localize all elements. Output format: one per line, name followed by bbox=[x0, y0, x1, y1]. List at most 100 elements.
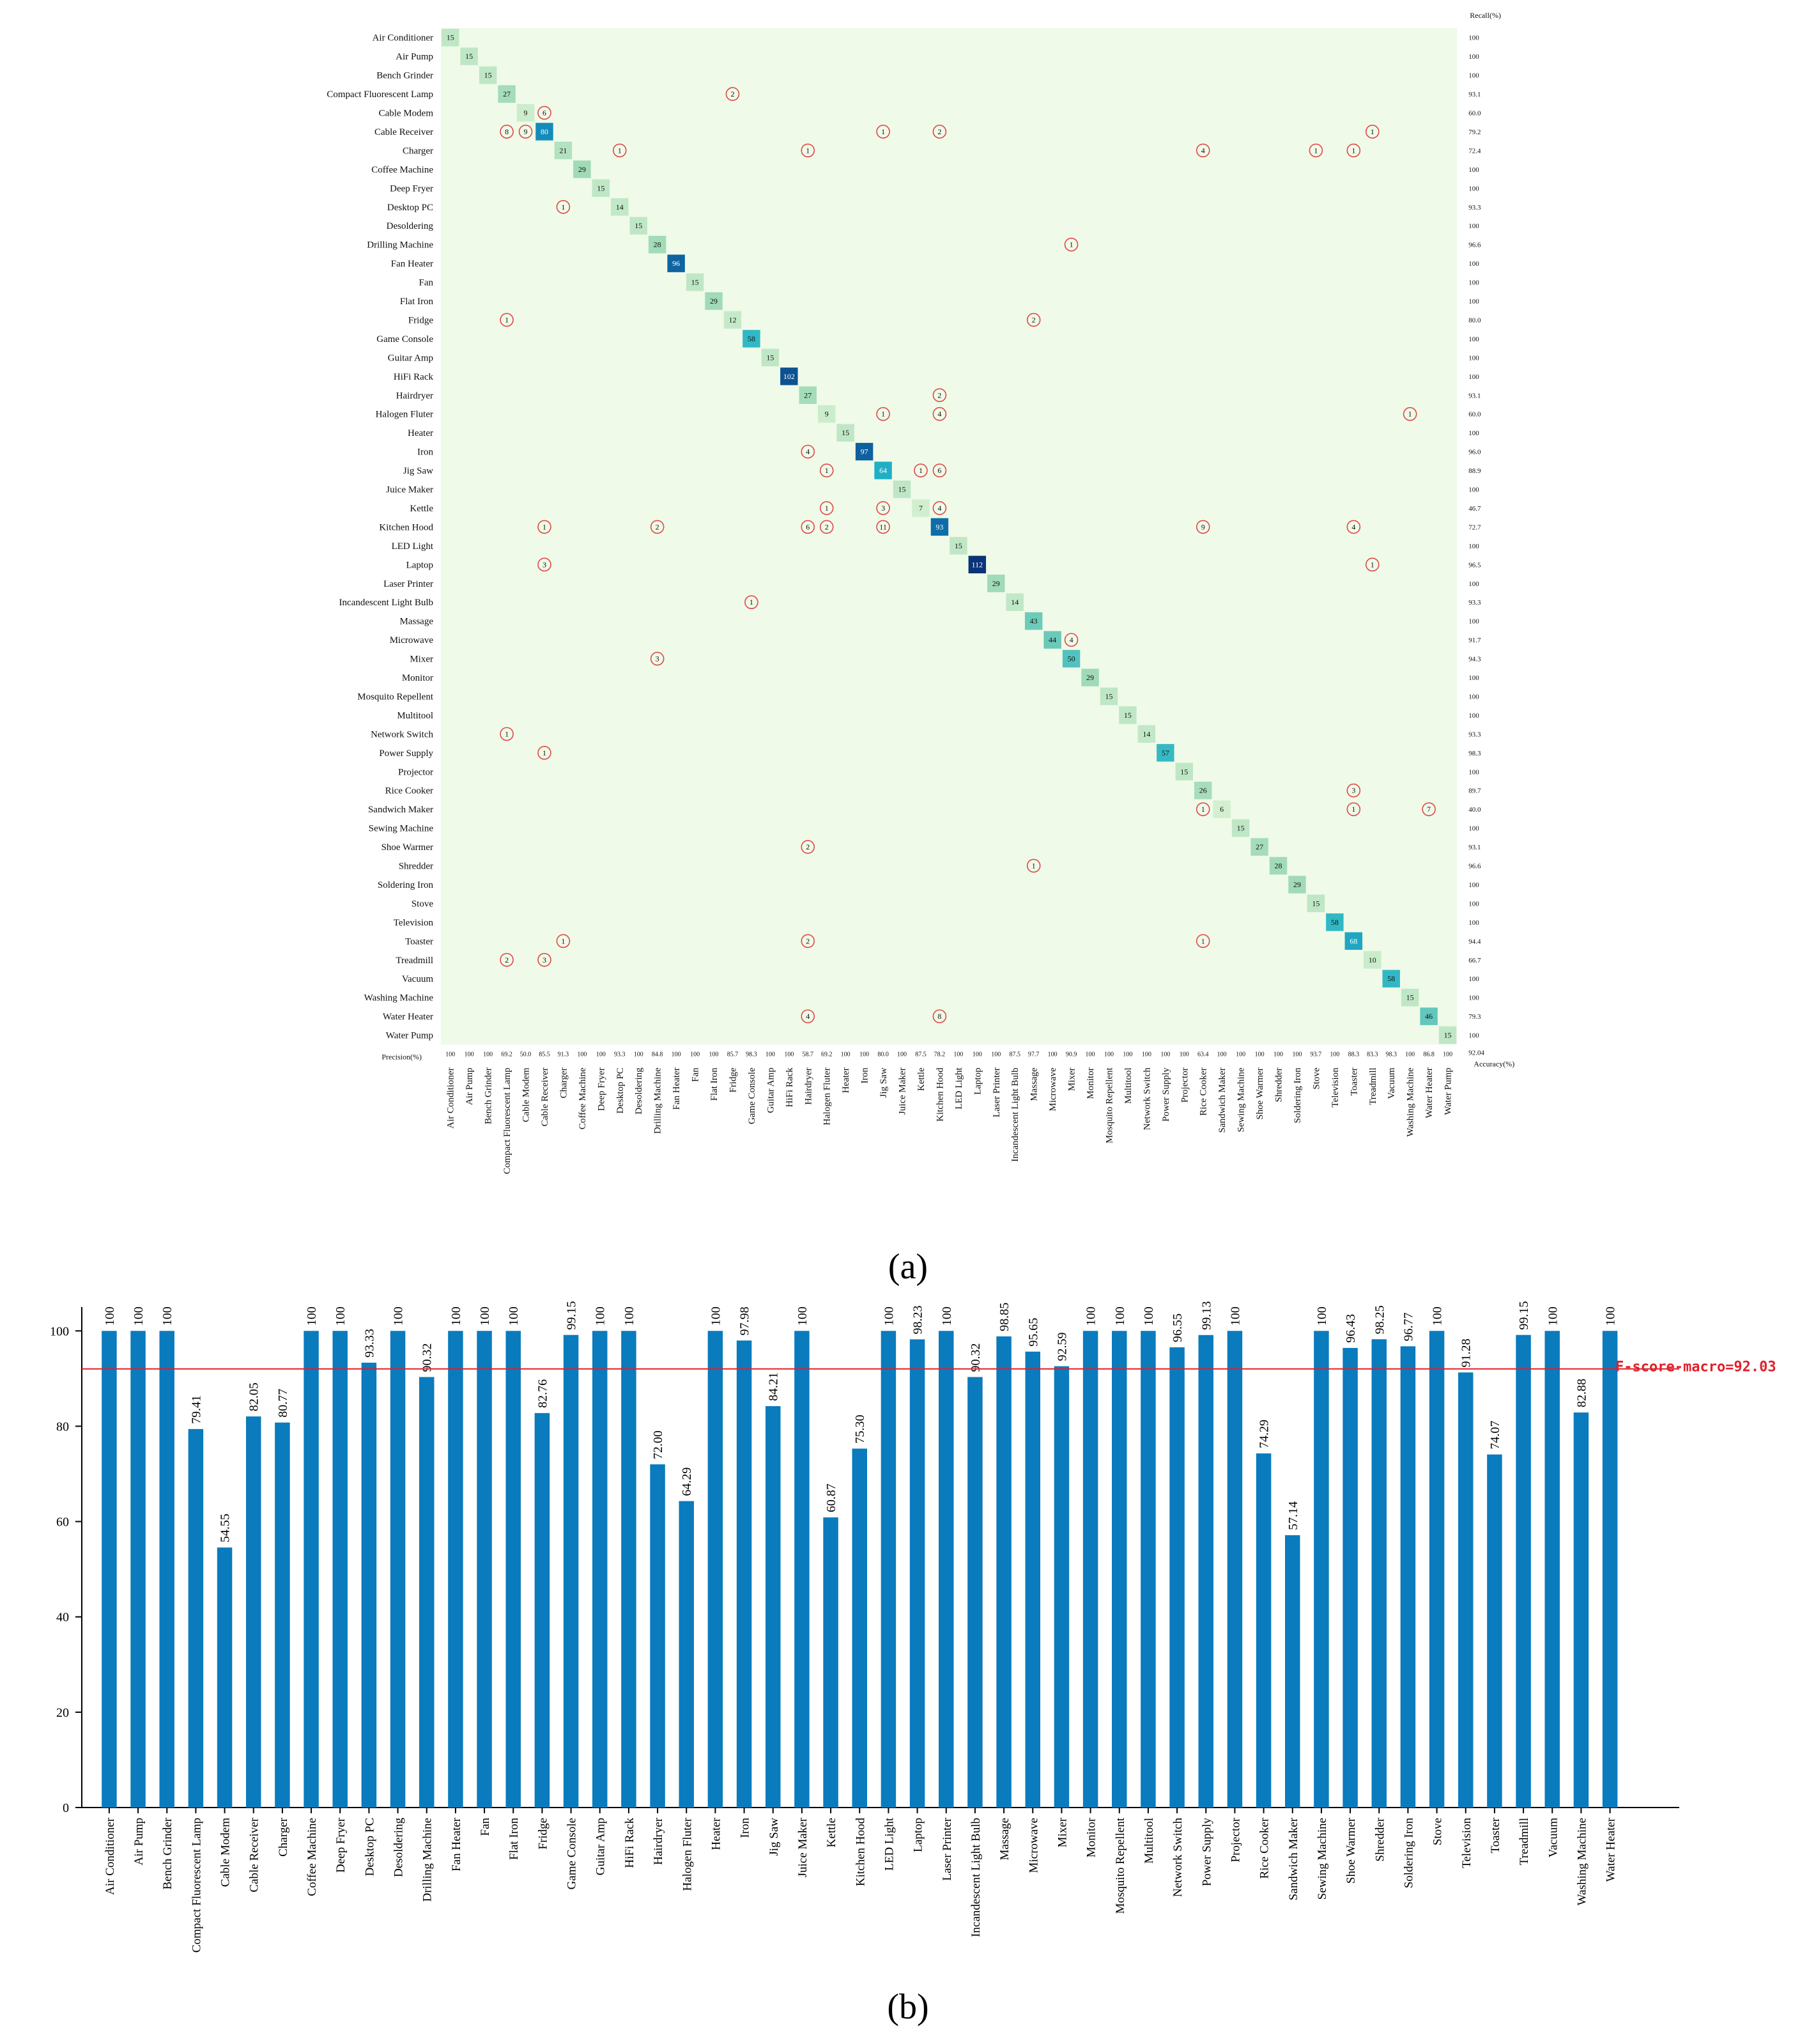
recall-value: 93.3 bbox=[1468, 204, 1481, 212]
recall-value: 94.3 bbox=[1468, 656, 1481, 663]
diagonal-cell bbox=[442, 29, 459, 47]
column-label: Multitool bbox=[1123, 1067, 1134, 1104]
diagonal-cell bbox=[705, 292, 723, 310]
misclassification-value: 3 bbox=[542, 956, 546, 964]
x-tick-label: Drilling Machine bbox=[421, 1818, 435, 1901]
row-label: Monitor bbox=[402, 673, 433, 683]
row-label: Kettle bbox=[410, 504, 433, 514]
bar bbox=[1025, 1351, 1040, 1808]
column-label: Water Pump bbox=[1443, 1067, 1454, 1115]
recall-value: 93.3 bbox=[1468, 599, 1481, 607]
precision-value: 100 bbox=[1142, 1051, 1151, 1058]
column-label: Microwave bbox=[1048, 1067, 1058, 1111]
x-tick-label: Desktop PC bbox=[363, 1818, 376, 1876]
diagonal-cell-value: 26 bbox=[1199, 786, 1207, 795]
misclassification-marker bbox=[537, 557, 551, 572]
misclassification-value: 4 bbox=[1070, 635, 1073, 644]
bar-value-label: 82.05 bbox=[247, 1382, 261, 1411]
column-label: Air Pump bbox=[465, 1067, 475, 1105]
recall-header: Recall(%) bbox=[1470, 11, 1501, 20]
precision-value: 100 bbox=[1217, 1051, 1227, 1058]
bar bbox=[794, 1331, 810, 1808]
column-label: Heater bbox=[841, 1067, 851, 1093]
x-tick-label: Power Supply bbox=[1200, 1818, 1213, 1887]
misclassification-value: 4 bbox=[937, 504, 941, 513]
bar bbox=[1082, 1331, 1098, 1808]
panel-label-b: (b) bbox=[887, 1987, 928, 2027]
precision-value: 86.8 bbox=[1423, 1051, 1435, 1058]
row-label: Washing Machine bbox=[364, 993, 434, 1003]
recall-value: 100 bbox=[1468, 674, 1479, 682]
recall-value: 100 bbox=[1468, 260, 1479, 268]
misclassification-marker bbox=[1196, 802, 1210, 816]
recall-value: 100 bbox=[1468, 712, 1479, 720]
precision-value: 98.3 bbox=[746, 1051, 757, 1058]
diagonal-cell-value: 7 bbox=[919, 504, 923, 513]
misclassification-marker bbox=[1026, 313, 1041, 327]
bar-value-label: 100 bbox=[594, 1306, 608, 1326]
row-label: Sandwich Maker bbox=[368, 805, 433, 815]
misclassification-value: 1 bbox=[750, 598, 753, 607]
diagonal-cell bbox=[1024, 612, 1043, 630]
misclassification-value: 4 bbox=[806, 1012, 810, 1021]
diagonal-cell-value: 68 bbox=[1350, 936, 1357, 945]
misclassification-marker bbox=[801, 1009, 815, 1023]
diagonal-cell bbox=[912, 499, 930, 517]
x-tick-label: Shoe Warmer bbox=[1344, 1817, 1358, 1884]
misclassification-marker bbox=[518, 125, 533, 139]
row-label: Massage bbox=[400, 617, 434, 627]
diagonal-cell-value: 15 bbox=[1124, 711, 1132, 720]
diagonal-cell bbox=[611, 198, 629, 216]
bar bbox=[881, 1331, 896, 1808]
diagonal-cell-value: 15 bbox=[597, 183, 604, 192]
diagonal-cell bbox=[573, 160, 591, 178]
misclassification-marker bbox=[500, 727, 514, 741]
y-tick-label: 100 bbox=[50, 1324, 69, 1338]
x-tick-label: Game Console bbox=[566, 1818, 579, 1889]
misclassification-marker bbox=[876, 406, 890, 421]
misclassification-value: 1 bbox=[1032, 862, 1036, 871]
bar-value-label: 64.29 bbox=[680, 1467, 694, 1496]
precision-value: 100 bbox=[1330, 1051, 1339, 1058]
diagonal-cell-value: 57 bbox=[1162, 748, 1169, 757]
diagonal-cell bbox=[950, 537, 967, 555]
misclassification-marker bbox=[819, 463, 834, 477]
bar-value-label: 90.32 bbox=[420, 1343, 435, 1372]
misclassification-marker bbox=[932, 463, 947, 477]
recall-value: 72.4 bbox=[1468, 147, 1481, 155]
precision-value: 90.9 bbox=[1066, 1051, 1077, 1058]
bar bbox=[1458, 1372, 1474, 1808]
diagonal-cell-value: 112 bbox=[972, 560, 983, 569]
bar bbox=[1602, 1331, 1618, 1808]
recall-value: 96.6 bbox=[1468, 242, 1481, 249]
precision-value: 100 bbox=[1405, 1051, 1415, 1058]
misclassification-marker bbox=[537, 105, 551, 120]
bar-value-label: 100 bbox=[882, 1306, 896, 1326]
bar bbox=[246, 1416, 261, 1808]
misclassification-marker bbox=[1346, 520, 1361, 534]
column-label: Juice Maker bbox=[898, 1067, 908, 1115]
bar bbox=[390, 1331, 406, 1808]
diagonal-cell-value: 58 bbox=[1331, 918, 1339, 927]
diagonal-cell-value: 29 bbox=[1293, 880, 1301, 889]
diagonal-cell bbox=[1137, 725, 1156, 743]
diagonal-cell-value: 15 bbox=[1105, 692, 1112, 701]
bar-value-label: 79.41 bbox=[189, 1395, 203, 1424]
row-label: Halogen Fluter bbox=[376, 410, 433, 420]
misclassification-marker bbox=[932, 501, 947, 515]
diagonal-cell bbox=[516, 104, 535, 122]
precision-value: 100 bbox=[1274, 1051, 1283, 1058]
misclassification-marker bbox=[1196, 143, 1210, 158]
diagonal-cell bbox=[1344, 932, 1363, 950]
column-label: Kitchen Hood bbox=[935, 1067, 945, 1122]
diagonal-cell bbox=[968, 555, 987, 574]
x-tick-label: Iron bbox=[739, 1818, 752, 1838]
x-tick-label: Desoldering bbox=[392, 1818, 406, 1877]
bar-value-label: 54.55 bbox=[219, 1514, 233, 1542]
misclassification-marker bbox=[744, 595, 758, 610]
bar-value-label: 98.25 bbox=[1373, 1305, 1387, 1334]
recall-value: 93.3 bbox=[1468, 731, 1481, 738]
bar bbox=[159, 1331, 174, 1808]
diagonal-cell-value: 14 bbox=[1011, 598, 1019, 607]
